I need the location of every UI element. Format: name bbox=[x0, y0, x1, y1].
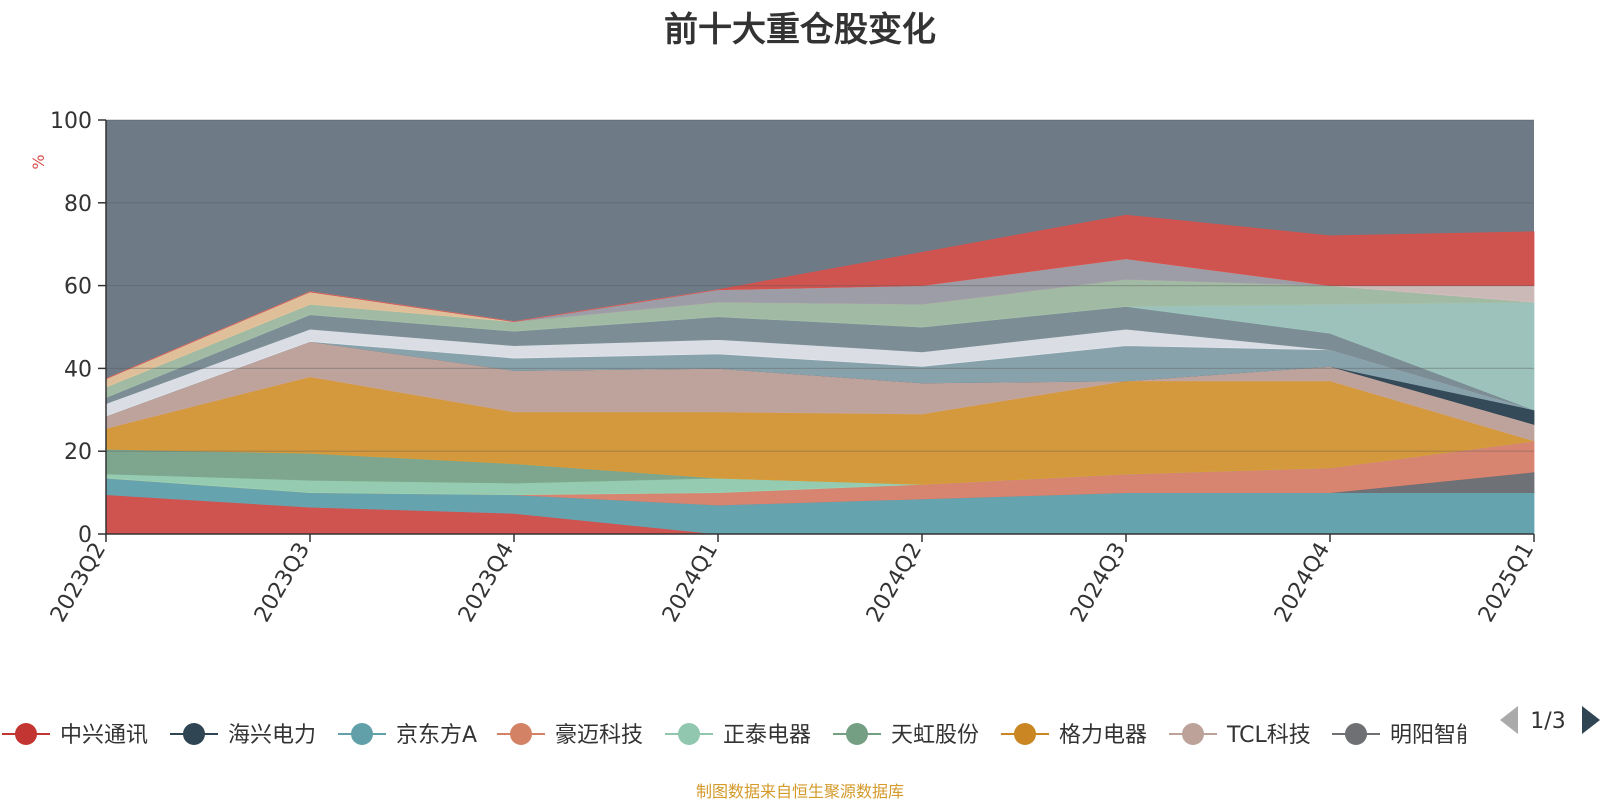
legend-label: 明阳智能 bbox=[1390, 723, 1478, 748]
y-tick-label: 60 bbox=[64, 275, 92, 300]
legend: 中兴通讯 海兴电力 京东方A 豪迈科技 正泰电器 天虹股份 格力电器 TCL科技 明阳智能 bbox=[2, 723, 1478, 748]
legend-marker bbox=[15, 723, 37, 745]
legend-item[interactable]: TCL科技 bbox=[1169, 723, 1311, 748]
legend-label: 京东方A bbox=[396, 723, 477, 748]
x-tick-label: 2023Q3 bbox=[250, 539, 315, 627]
legend-item[interactable]: 明阳智能 bbox=[1332, 723, 1478, 748]
y-tick-label: 20 bbox=[64, 440, 92, 465]
area-series-18 bbox=[105, 214, 1535, 380]
legend-page-label: 1/3 bbox=[1530, 709, 1565, 734]
x-tick-label: 2024Q3 bbox=[1066, 539, 1131, 627]
legend-marker bbox=[1014, 723, 1036, 745]
legend-item[interactable]: 格力电器 bbox=[1001, 723, 1147, 748]
y-axis-ticks: 0 20 40 60 80 100 bbox=[50, 109, 106, 548]
legend-item[interactable]: 正泰电器 bbox=[665, 723, 811, 748]
x-tick-label: 2024Q2 bbox=[862, 539, 927, 627]
y-tick-label: 0 bbox=[78, 523, 92, 548]
legend-label: 天虹股份 bbox=[891, 723, 979, 748]
legend-label: 格力电器 bbox=[1059, 723, 1147, 748]
legend-marker bbox=[1182, 723, 1204, 745]
source-note: 制图数据来自恒生聚源数据库 bbox=[695, 782, 904, 801]
x-axis-ticks: 2023Q2 2023Q3 2023Q4 2024Q1 2024Q2 2024Q3 2024… bbox=[46, 534, 1539, 627]
legend-item[interactable]: 天虹股份 bbox=[833, 723, 979, 748]
legend-item[interactable]: 海兴电力 bbox=[170, 723, 316, 748]
y-axis-label: % bbox=[29, 154, 48, 169]
legend-next-icon[interactable] bbox=[1582, 706, 1600, 734]
area-series-group bbox=[105, 214, 1535, 535]
legend-label: 中兴通讯 bbox=[60, 723, 148, 748]
legend-pager[interactable]: 1/3 bbox=[1500, 706, 1600, 734]
legend-label: 正泰电器 bbox=[723, 723, 811, 748]
legend-marker bbox=[678, 723, 700, 745]
axes bbox=[105, 120, 1534, 535]
legend-prev-icon[interactable] bbox=[1500, 706, 1518, 734]
legend-item[interactable]: 京东方A bbox=[338, 723, 477, 748]
legend-label: 海兴电力 bbox=[228, 723, 316, 748]
legend-marker bbox=[1345, 723, 1367, 745]
gridlines bbox=[106, 119, 1534, 452]
x-tick-label: 2024Q4 bbox=[1270, 539, 1335, 627]
x-tick-label: 2023Q4 bbox=[454, 539, 519, 627]
legend-marker bbox=[510, 723, 532, 745]
legend-item[interactable]: 豪迈科技 bbox=[497, 723, 643, 748]
x-tick-label: 2023Q2 bbox=[46, 539, 111, 627]
legend-item[interactable]: 中兴通讯 bbox=[2, 723, 148, 748]
x-tick-label: 2024Q1 bbox=[658, 539, 723, 627]
y-tick-label: 100 bbox=[50, 109, 92, 134]
legend-marker bbox=[846, 723, 868, 745]
legend-marker bbox=[351, 723, 373, 745]
legend-label: 豪迈科技 bbox=[555, 723, 643, 748]
y-tick-label: 40 bbox=[64, 357, 92, 382]
x-tick-label: 2025Q1 bbox=[1474, 539, 1539, 627]
y-tick-label: 80 bbox=[64, 192, 92, 217]
legend-label: TCL科技 bbox=[1226, 723, 1311, 748]
chart-title: 前十大重仓股变化 bbox=[664, 10, 936, 50]
legend-marker bbox=[183, 723, 205, 745]
